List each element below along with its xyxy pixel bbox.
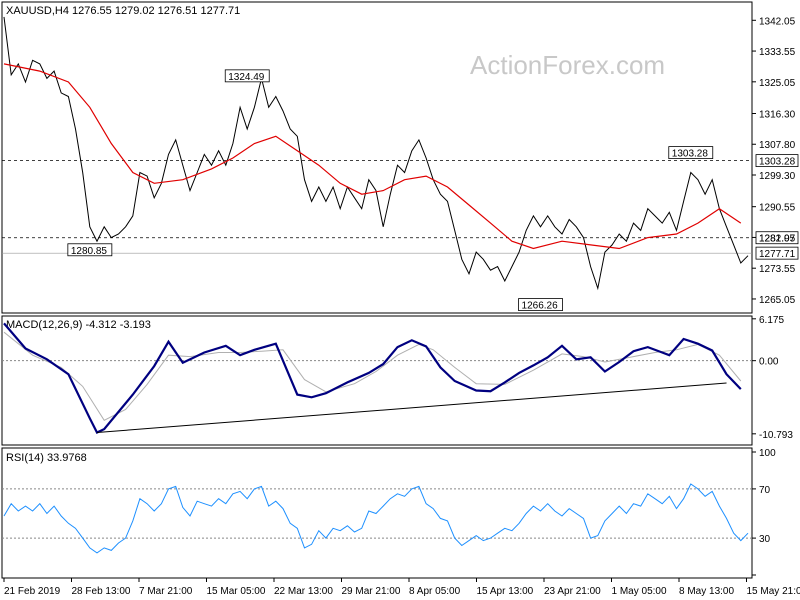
x-tick-label-7: 15 Apr 13:00 <box>477 586 534 597</box>
rsi-panel-frame <box>1 447 753 579</box>
rsi-ytick-label-0: 100 <box>759 448 776 459</box>
macd-panel-title: MACD(12,26,9) -4.312 -3.193 <box>6 319 151 331</box>
annotation-box-3 <box>668 146 714 160</box>
rsi-line <box>3 483 749 554</box>
moving-average-line <box>3 63 742 250</box>
macd-panel: MACD(12,26,9) -4.312 -3.193 6.175 0.00 -10… <box>1 315 793 446</box>
macd-ytick-label-1: 0.00 <box>759 357 779 368</box>
macd-y-axis: 6.175 0.00 -10.793 <box>752 315 793 441</box>
level-tag-label-1: 1281.97 <box>759 234 796 245</box>
x-tick-label-9: 1 May 05:00 <box>612 586 667 597</box>
rsi-y-axis: 100 70 30 <box>752 448 776 576</box>
annotation-box-2 <box>518 298 563 311</box>
x-tick-label-10: 8 May 13:00 <box>679 586 734 597</box>
annotation-box-0 <box>224 69 270 83</box>
price-ytick-label-3: 1316.30 <box>759 109 796 120</box>
x-tick-label-11: 15 May 21:00 <box>747 586 800 597</box>
x-tick-label-6: 8 Apr 05:00 <box>409 586 461 597</box>
price-ytick-label-1: 1333.55 <box>759 47 796 58</box>
macd-panel-frame <box>1 315 753 446</box>
level-tag-box-0 <box>755 154 799 168</box>
watermark-text: ActionForex.com <box>470 50 665 80</box>
price-ytick-label-6: 1290.55 <box>759 203 796 214</box>
x-tick-label-8: 23 Apr 21:00 <box>544 586 601 597</box>
level-tag-box-2 <box>755 246 799 260</box>
x-tick-label-0: 21 Feb 2019 <box>4 586 61 597</box>
price-panel: ActionForex.com XAUUSD,H4 1276.55 1279.0… <box>1 1 799 314</box>
price-series-line <box>3 16 749 291</box>
macd-ytick-label-2: -10.793 <box>759 430 793 441</box>
macd-line <box>3 322 742 434</box>
price-y-axis: 1303.28 1281.97 1277.71 1342.05 1333.55 1325.… <box>752 16 799 306</box>
rsi-ytick-label-1: 70 <box>759 485 771 496</box>
price-ytick-label-7: 1282.05 <box>759 233 796 244</box>
level-tag-label-0: 1303.28 <box>759 157 796 168</box>
x-tick-label-4: 22 Mar 13:00 <box>274 586 333 597</box>
price-ytick-label-4: 1307.80 <box>759 140 796 151</box>
price-ytick-label-5: 1299.30 <box>759 171 796 182</box>
price-ytick-label-9: 1265.05 <box>759 295 796 306</box>
x-axis: 21 Feb 2019 28 Feb 13:00 7 Mar 21:00 15 Mar… <box>3 578 800 597</box>
price-ytick-label-8: 1273.55 <box>759 264 796 275</box>
x-tick-label-2: 7 Mar 21:00 <box>139 586 193 597</box>
price-panel-frame <box>1 1 753 314</box>
annotation-label-0: 1324.49 <box>228 72 265 83</box>
rsi-panel-title: RSI(14) 33.9768 <box>6 452 87 464</box>
price-levels <box>2 160 752 254</box>
price-panel-title: XAUUSD,H4 1276.55 1279.02 1276.51 1277.7… <box>6 5 240 17</box>
x-tick-label-1: 28 Feb 13:00 <box>72 586 131 597</box>
annotation-label-3: 1303.28 <box>672 149 709 160</box>
annotation-label-1: 1280.85 <box>71 246 108 257</box>
macd-trendline <box>96 382 727 434</box>
price-ytick-label-2: 1325.05 <box>759 78 796 89</box>
level-tag-label-2: 1277.71 <box>759 249 796 260</box>
annotation-box-1 <box>67 243 113 257</box>
x-tick-label-3: 15 Mar 05:00 <box>207 586 266 597</box>
annotation-label-2: 1266.26 <box>522 301 559 312</box>
rsi-ytick-label-2: 30 <box>759 534 771 545</box>
rsi-panel: RSI(14) 33.9768 100 70 30 <box>1 447 776 579</box>
x-tick-label-5: 29 Mar 21:00 <box>342 586 401 597</box>
macd-ytick-label-0: 6.175 <box>759 315 784 326</box>
price-ytick-label-0: 1342.05 <box>759 16 796 27</box>
price-annotations: 1324.49 1280.85 1266.26 1303.28 <box>67 69 714 312</box>
